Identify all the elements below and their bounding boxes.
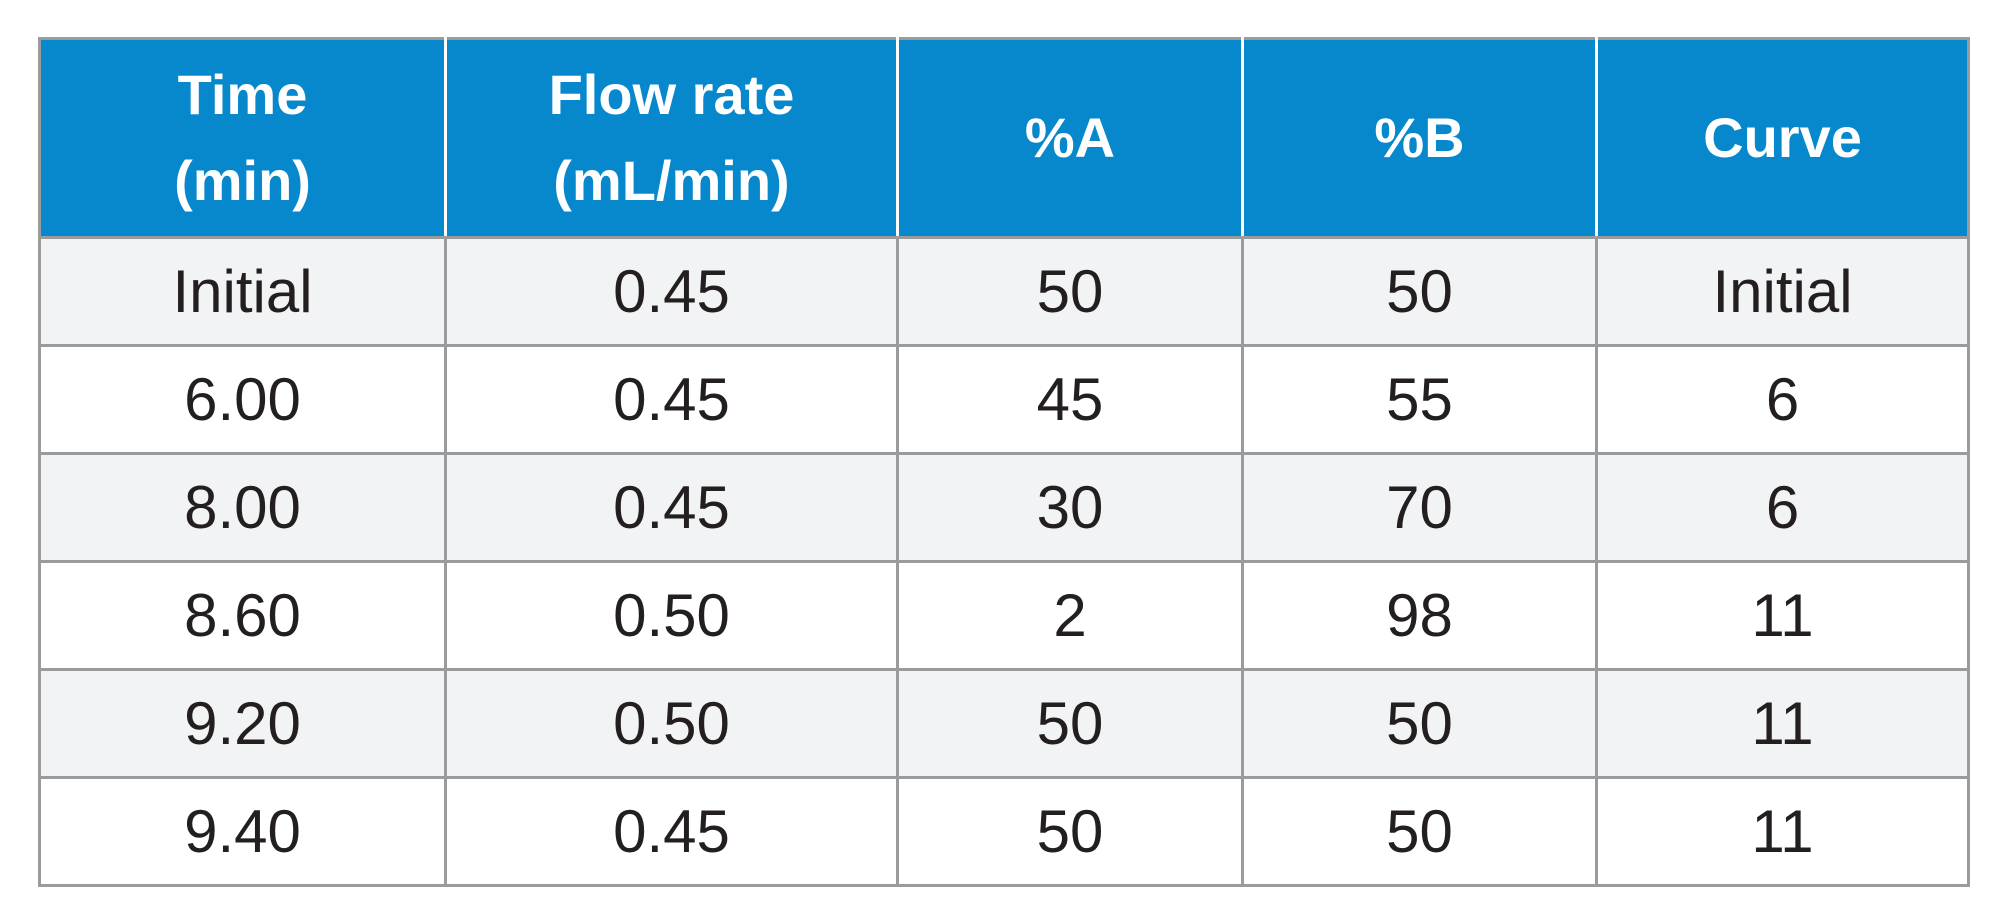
cell-flow-rate: 0.45 [444,776,899,887]
cell-percent-b: 98 [1241,560,1598,671]
header-percent-a: %A [896,37,1244,239]
cell-percent-b: 50 [1241,668,1598,779]
header-flow-rate: Flow rate (mL/min) [444,37,899,239]
cell-curve: Initial [1595,236,1970,347]
cell-percent-a: 2 [896,560,1244,671]
cell-time: 8.00 [38,452,447,563]
cell-time: Initial [38,236,447,347]
cell-percent-a: 30 [896,452,1244,563]
header-curve-label: Curve [1703,106,1862,169]
cell-percent-b: 70 [1241,452,1598,563]
table-row: 8.60 0.50 2 98 11 [38,560,1970,671]
header-percent-a-label: %A [1024,106,1116,169]
cell-curve: 11 [1595,560,1970,671]
cell-flow-rate: 0.50 [444,668,899,779]
table-row: 9.40 0.45 50 50 11 [38,776,1970,887]
cell-percent-a: 50 [896,668,1244,779]
table-body: Initial 0.45 50 50 Initial 6.00 0.45 45 … [38,236,1970,887]
cell-flow-rate: 0.45 [444,236,899,347]
gradient-table: Time (min) Flow rate (mL/min) %A %B Curv… [38,37,1970,887]
table-row: 8.00 0.45 30 70 6 [38,452,1970,563]
header-percent-b-label: %B [1374,106,1465,169]
header-percent-b: %B [1241,37,1598,239]
cell-flow-rate: 0.50 [444,560,899,671]
table-header: Time (min) Flow rate (mL/min) %A %B Curv… [38,37,1970,239]
header-time: Time (min) [38,37,447,239]
cell-curve: 6 [1595,344,1970,455]
cell-percent-a: 50 [896,776,1244,887]
cell-flow-rate: 0.45 [444,344,899,455]
header-row: Time (min) Flow rate (mL/min) %A %B Curv… [38,37,1970,239]
header-curve: Curve [1595,37,1970,239]
cell-flow-rate: 0.45 [444,452,899,563]
cell-percent-a: 45 [896,344,1244,455]
cell-time: 9.20 [38,668,447,779]
cell-percent-b: 55 [1241,344,1598,455]
header-flow-rate-label: Flow rate [548,63,795,126]
cell-time: 9.40 [38,776,447,887]
cell-percent-b: 50 [1241,236,1598,347]
cell-percent-a: 50 [896,236,1244,347]
table-row: 9.20 0.50 50 50 11 [38,668,1970,779]
table-row: 6.00 0.45 45 55 6 [38,344,1970,455]
gradient-table-container: Time (min) Flow rate (mL/min) %A %B Curv… [38,37,1970,887]
cell-percent-b: 50 [1241,776,1598,887]
cell-curve: 6 [1595,452,1970,563]
cell-time: 8.60 [38,560,447,671]
table-row: Initial 0.45 50 50 Initial [38,236,1970,347]
cell-curve: 11 [1595,776,1970,887]
header-time-label: Time [177,63,308,126]
header-time-unit: (min) [174,149,311,212]
cell-time: 6.00 [38,344,447,455]
header-flow-rate-unit: (mL/min) [553,149,790,212]
cell-curve: 11 [1595,668,1970,779]
